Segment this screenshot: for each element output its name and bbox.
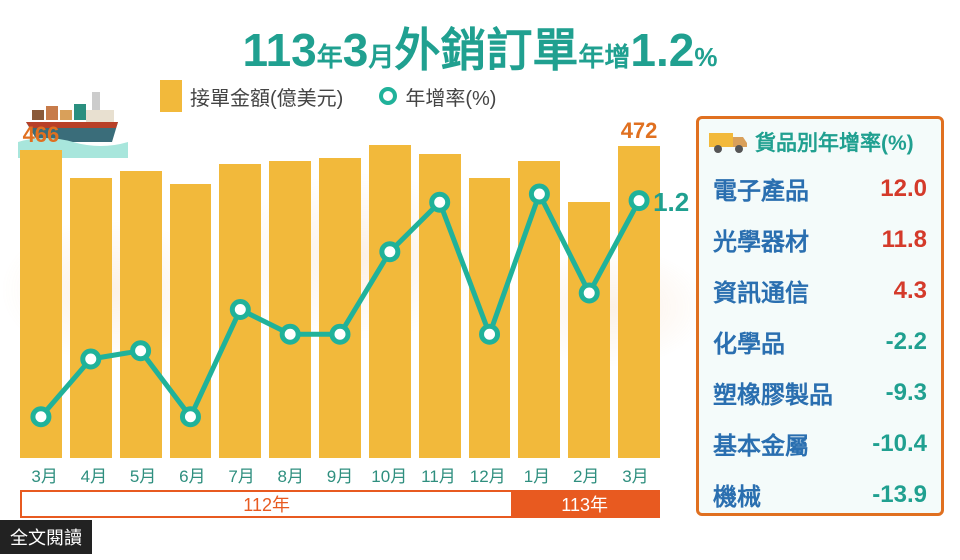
category-name: 電子產品 — [713, 171, 809, 206]
category-row: 光學器材 11.8 — [699, 214, 941, 265]
x-tick: 12月 — [463, 462, 512, 487]
bar — [518, 161, 560, 458]
category-panel: 貨品別年增率(%) 電子產品 12.0 光學器材 11.8 資訊通信 4.3 化學品 -2.2… — [696, 116, 944, 516]
truck-icon — [709, 129, 749, 155]
x-tick: 11月 — [414, 462, 463, 487]
category-row: 化學品 -2.2 — [699, 316, 941, 367]
legend: 接單金額(億美元) 年增率(%) — [160, 80, 496, 112]
bar-label: 466 — [20, 122, 62, 148]
x-axis: 3月4月5月6月7月8月9月10月11月12月1月2月3月 — [20, 462, 660, 487]
bar: 466 — [20, 150, 62, 458]
legend-line-label: 年增率(%) — [405, 82, 496, 111]
category-name: 光學器材 — [713, 222, 809, 257]
bar — [319, 158, 361, 458]
title-pct: 1.2 — [630, 24, 694, 76]
bar — [369, 145, 411, 459]
category-row: 資訊通信 4.3 — [699, 265, 941, 316]
x-tick: 6月 — [168, 462, 217, 487]
category-name: 塑橡膠製品 — [713, 375, 833, 410]
legend-line-marker — [379, 87, 397, 105]
x-tick: 4月 — [69, 462, 118, 487]
panel-title: 貨品別年增率(%) — [755, 127, 914, 157]
read-more-badge[interactable]: 全文閱讀 — [0, 520, 92, 554]
bar — [269, 161, 311, 458]
year-112: 112年 — [22, 492, 511, 516]
category-value: -9.3 — [886, 379, 927, 407]
category-name: 資訊通信 — [713, 273, 809, 308]
year-113: 113年 — [511, 492, 658, 516]
bar-label: 472 — [618, 118, 660, 144]
category-row: 基本金屬 -10.4 — [699, 418, 941, 469]
x-tick: 7月 — [217, 462, 266, 487]
page-title: 113年3月外銷訂單年增1.2% — [0, 14, 960, 80]
category-value: 12.0 — [880, 175, 927, 203]
category-row: 電子產品 12.0 — [699, 163, 941, 214]
category-value: -13.9 — [872, 481, 927, 509]
x-tick: 5月 — [118, 462, 167, 487]
bar — [568, 202, 610, 458]
bar — [70, 178, 112, 459]
category-value: 4.3 — [894, 277, 927, 305]
category-value: 11.8 — [882, 226, 927, 254]
line-final-label: 1.2 — [653, 187, 689, 218]
category-row: 機械 -13.9 — [699, 469, 941, 520]
category-name: 機械 — [713, 477, 761, 512]
combo-chart: 466472 — [20, 128, 660, 458]
x-tick: 1月 — [512, 462, 561, 487]
bar — [219, 164, 261, 458]
title-month: 3 — [343, 24, 369, 76]
x-tick: 8月 — [266, 462, 315, 487]
year-bar: 112年 113年 — [20, 490, 660, 518]
x-tick: 9月 — [315, 462, 364, 487]
x-tick: 10月 — [365, 462, 414, 487]
category-value: -2.2 — [886, 328, 927, 356]
legend-bar-swatch — [160, 80, 182, 112]
bar — [419, 154, 461, 458]
category-value: -10.4 — [872, 430, 927, 458]
x-tick: 3月 — [611, 462, 660, 487]
legend-bar-label: 接單金額(億美元) — [190, 82, 343, 111]
bar — [120, 171, 162, 458]
category-row: 塑橡膠製品 -9.3 — [699, 367, 941, 418]
x-tick: 3月 — [20, 462, 69, 487]
category-name: 基本金屬 — [713, 426, 809, 461]
category-name: 化學品 — [713, 324, 785, 359]
bar — [469, 178, 511, 459]
title-year: 113 — [243, 24, 317, 76]
x-tick: 2月 — [562, 462, 611, 487]
bar — [170, 184, 212, 458]
